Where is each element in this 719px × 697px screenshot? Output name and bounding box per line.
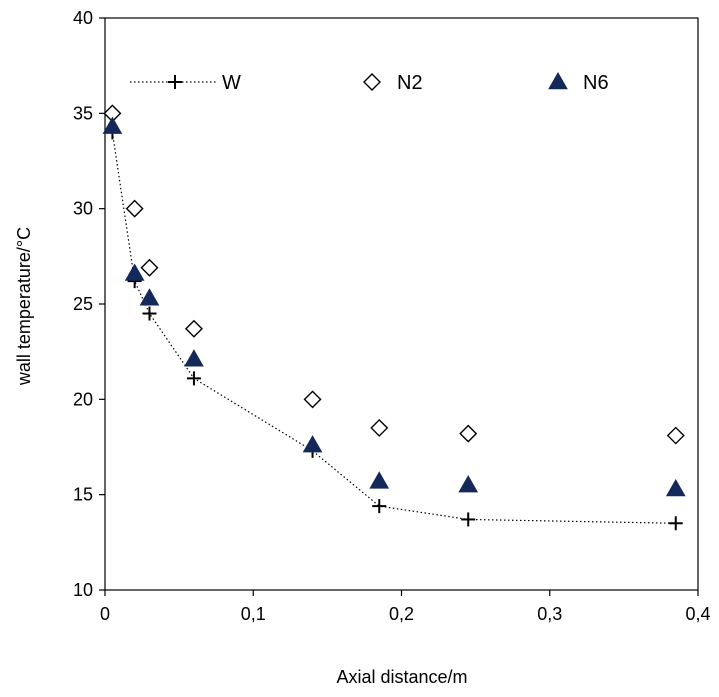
legend-marker [548,71,568,90]
legend-marker [363,73,381,91]
x-tick-label: 0,2 [389,604,414,624]
data-point-n6 [369,471,390,489]
x-tick-label: 0,1 [241,604,266,624]
data-point-w [668,516,683,531]
y-tick-label: 40 [73,8,93,28]
legend-item-w: W [130,72,241,94]
legend-label: W [222,72,241,94]
series-n2 [103,104,685,445]
y-tick-label: 20 [73,389,93,409]
plot-frame [104,17,699,591]
series-line-w [111,132,676,524]
series-n6 [102,116,686,497]
data-point-n2 [303,390,322,409]
y-tick-label: 30 [73,199,93,219]
legend-item-n2: N2 [363,72,423,94]
x-tick-label: 0,3 [537,604,562,624]
legend: W N2 N6 [130,71,609,94]
axes: 10 15 20 25 30 35 40 0 0,1 0,2 0,3 0,4 [73,8,711,624]
data-point-w [372,499,387,514]
data-point-n2 [140,258,159,277]
legend-item-n6: N6 [548,71,609,94]
data-point-n2 [125,199,144,218]
data-point-n6 [102,116,123,134]
data-point-w [142,306,157,321]
legend-marker [168,75,182,89]
y-axis-label: wall temperature/°C [14,227,34,386]
data-point-n6 [124,263,145,281]
x-tick-label: 0,4 [685,604,710,624]
data-point-w [186,371,201,386]
x-tick-label: 0 [100,604,110,624]
plot-marks [102,104,686,531]
y-tick-label: 35 [73,103,93,123]
y-tick-label: 25 [73,294,93,314]
data-point-n6 [139,288,160,306]
legend-label: N6 [583,72,609,94]
x-axis-label: Axial distance/m [336,667,467,687]
data-point-n6 [302,435,323,453]
data-point-n2 [370,418,389,437]
data-point-n6 [665,478,686,497]
y-tick-label: 10 [73,580,93,600]
legend-label: N2 [397,72,423,94]
data-point-n2 [666,426,685,445]
data-point-n6 [184,349,204,367]
data-point-n2 [184,319,203,338]
data-point-w [461,512,476,527]
y-tick-label: 15 [73,485,93,505]
data-point-n2 [459,424,478,443]
data-point-n6 [458,475,479,493]
